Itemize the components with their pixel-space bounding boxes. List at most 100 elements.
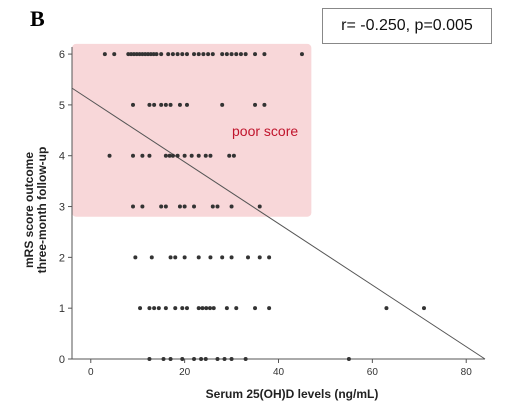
data-point	[253, 306, 258, 311]
y-tick-label: 2	[59, 252, 65, 264]
y-axis-label-group: mRS score outcome three-month follow-up	[22, 147, 49, 274]
data-point	[168, 357, 173, 361]
data-point	[173, 255, 178, 260]
y-axis-label-line-1: mRS score outcome	[22, 152, 36, 268]
data-point	[182, 255, 187, 260]
data-point	[234, 306, 239, 311]
data-point	[220, 52, 225, 57]
data-point	[131, 204, 136, 209]
data-point	[138, 306, 143, 311]
data-point	[227, 153, 232, 158]
data-point	[207, 306, 212, 311]
data-point	[224, 52, 229, 57]
data-point	[146, 52, 151, 57]
data-point	[229, 204, 234, 209]
data-point	[220, 255, 225, 260]
data-point	[208, 255, 213, 260]
data-point	[173, 306, 178, 311]
data-point	[204, 306, 209, 311]
y-tick-label: 4	[59, 151, 65, 163]
data-point	[215, 204, 220, 209]
data-point	[151, 52, 156, 57]
data-point	[180, 52, 185, 57]
data-point	[196, 153, 201, 158]
highlight-label: poor score	[232, 123, 298, 139]
data-point	[112, 52, 117, 57]
data-point	[140, 153, 145, 158]
data-point	[177, 204, 182, 209]
data-point	[168, 102, 173, 107]
panel-letter: B	[30, 6, 45, 31]
data-point	[182, 153, 187, 158]
points-group	[102, 52, 426, 361]
data-point	[159, 52, 164, 57]
data-point	[267, 306, 272, 311]
data-point	[231, 153, 236, 158]
highlight-region-group	[72, 43, 312, 217]
y-tick-label: 3	[59, 202, 65, 214]
x-tick-label: 40	[273, 367, 285, 378]
x-tick-label: 0	[88, 367, 94, 378]
data-point	[129, 52, 134, 57]
data-point	[159, 102, 164, 107]
data-point	[133, 255, 138, 260]
data-point	[229, 357, 234, 361]
data-point	[168, 255, 173, 260]
data-point	[203, 357, 208, 361]
data-point	[161, 357, 166, 361]
data-point	[156, 306, 161, 311]
x-axis-label: Serum 25(OH)D levels (ng/mL)	[206, 387, 379, 401]
data-point	[384, 306, 389, 311]
data-point	[201, 52, 206, 57]
data-point	[107, 153, 112, 158]
data-point	[140, 52, 145, 57]
data-point	[184, 52, 189, 57]
data-point	[215, 357, 220, 361]
data-point	[257, 255, 262, 260]
data-point	[243, 357, 248, 361]
data-point	[175, 52, 180, 57]
data-point	[147, 306, 152, 311]
data-point	[147, 153, 152, 158]
data-point	[175, 153, 180, 158]
data-point	[253, 52, 258, 57]
data-point	[147, 357, 152, 361]
correlation-stats-box: r= -0.250, p=0.005	[322, 8, 492, 44]
data-point	[140, 204, 145, 209]
data-point	[134, 52, 139, 57]
data-point	[131, 102, 136, 107]
data-point	[152, 102, 157, 107]
data-point	[222, 357, 227, 361]
y-tick-label: 1	[59, 303, 65, 315]
data-point	[229, 255, 234, 260]
data-point	[184, 102, 189, 107]
data-point	[170, 52, 175, 57]
data-point	[177, 102, 182, 107]
data-point	[210, 52, 215, 57]
data-point	[196, 255, 201, 260]
data-point	[170, 153, 175, 158]
data-point	[147, 102, 152, 107]
data-point	[184, 306, 189, 311]
data-point	[299, 52, 304, 57]
y-tick-label: 5	[59, 100, 65, 112]
data-point	[208, 153, 213, 158]
data-point	[203, 153, 208, 158]
data-point	[262, 102, 267, 107]
data-point	[192, 357, 197, 361]
data-point	[163, 306, 168, 311]
data-point	[182, 204, 187, 209]
data-point	[189, 153, 194, 158]
data-point	[196, 52, 201, 57]
data-point	[143, 52, 148, 57]
data-point	[131, 52, 136, 57]
data-point	[421, 306, 426, 311]
data-point	[126, 52, 131, 57]
data-point	[154, 52, 159, 57]
data-point	[102, 52, 107, 57]
data-point	[192, 52, 197, 57]
data-point	[196, 306, 201, 311]
data-point	[149, 255, 154, 260]
y-tick-label: 0	[59, 354, 65, 366]
